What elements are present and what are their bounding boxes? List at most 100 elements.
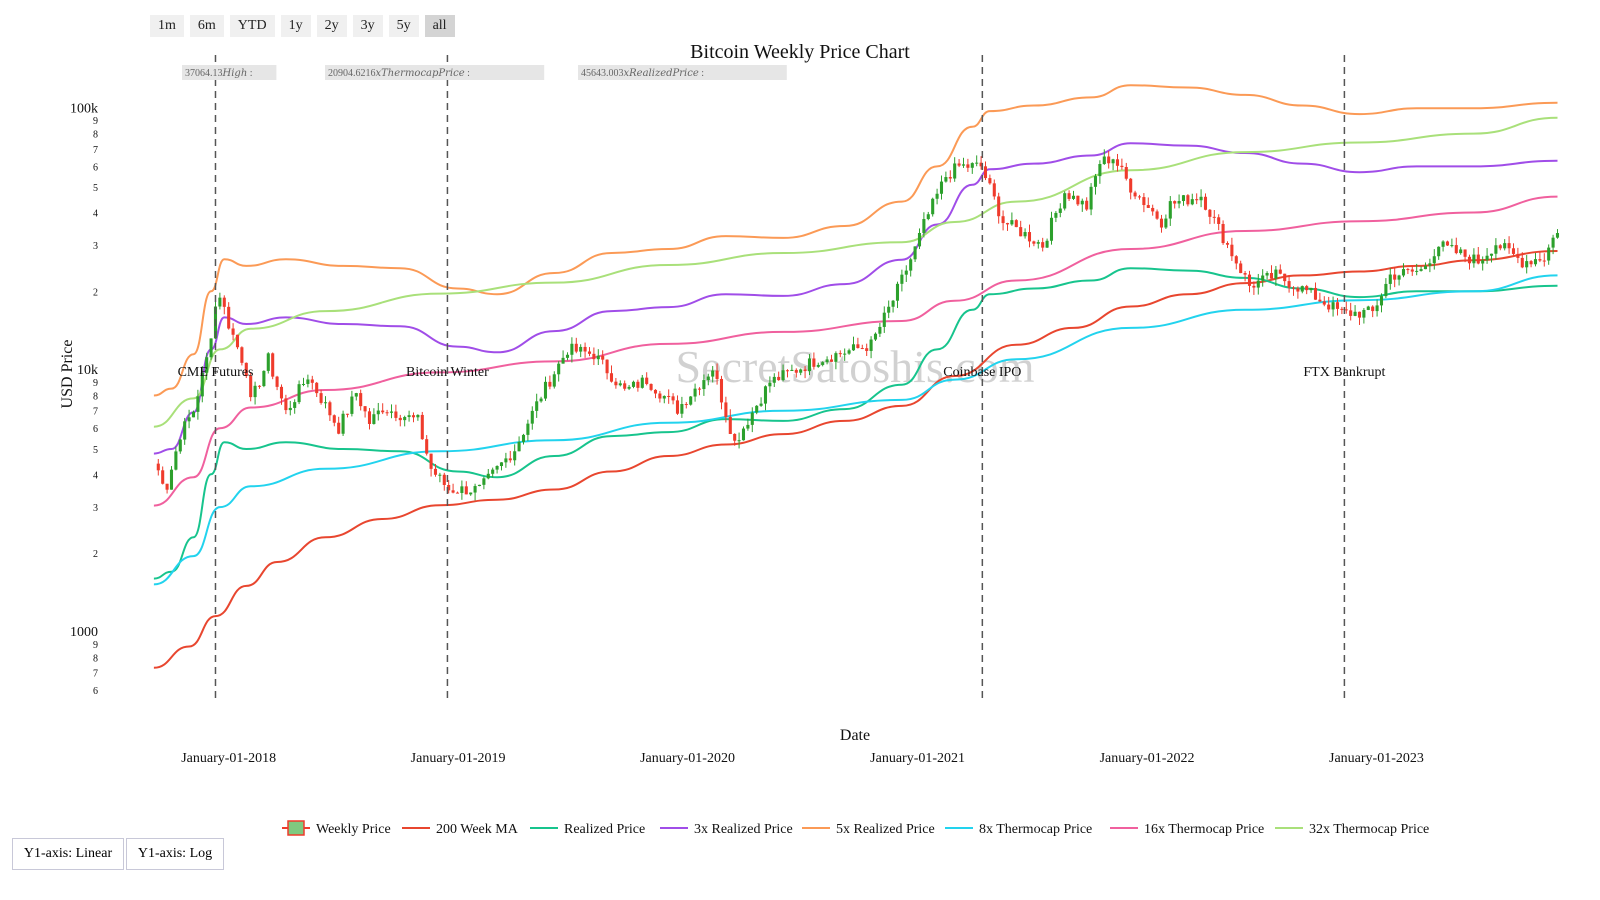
legend-item-32x-thermocap-price[interactable]: 32x Thermocap Price <box>1275 822 1429 837</box>
candle <box>1063 191 1067 211</box>
candle <box>1498 244 1502 251</box>
candle <box>1357 311 1362 325</box>
candle <box>1551 234 1555 255</box>
candle <box>1274 265 1278 286</box>
candle <box>486 469 490 480</box>
candle <box>337 416 341 435</box>
candle <box>517 436 521 452</box>
candle <box>900 269 904 292</box>
candle <box>306 374 310 388</box>
series-line-8x-thermocap-price <box>153 274 1558 586</box>
candle <box>1393 267 1397 288</box>
candle <box>1463 249 1467 263</box>
candle <box>288 400 292 416</box>
range-6m-button[interactable]: 6m <box>189 15 224 37</box>
candle <box>491 467 495 478</box>
range-1m-button[interactable]: 1m <box>150 15 184 37</box>
watermark-text: SecretSatoshis.com <box>676 341 1035 392</box>
candle <box>1085 197 1089 211</box>
y-tick-label: 9 <box>93 378 98 389</box>
candle <box>1437 246 1441 260</box>
candle <box>1309 287 1313 293</box>
legend-item-realized-price[interactable]: Realized Price <box>530 822 645 837</box>
candle <box>310 375 314 390</box>
x-axis-title: Date <box>840 727 870 744</box>
hover-label-thermocap: 20904.6216𝑥𝑇ℎ𝑒𝑟𝑚𝑜𝑐𝑎𝑝𝑃𝑟𝑖𝑐𝑒 : <box>325 65 545 80</box>
candle <box>266 352 270 374</box>
candle <box>583 342 587 358</box>
candle <box>1520 252 1524 269</box>
candle <box>1542 253 1546 267</box>
range-3y-button[interactable]: 3y <box>352 15 383 37</box>
legend-item-3x-realized-price[interactable]: 3x Realized Price <box>660 822 793 837</box>
candle <box>1032 240 1036 247</box>
x-tick-label: January-01-2019 <box>411 751 506 766</box>
candle <box>530 406 534 430</box>
legend-item-8x-thermocap-price[interactable]: 8x Thermocap Price <box>945 822 1092 837</box>
candle <box>1129 177 1133 200</box>
candle <box>975 155 979 167</box>
candle <box>772 373 776 387</box>
candle <box>614 377 618 389</box>
x-tick-label: January-01-2023 <box>1329 751 1424 766</box>
candle <box>372 408 376 425</box>
candle <box>196 389 200 420</box>
legend-item-16x-thermocap-price[interactable]: 16x Thermocap Price <box>1110 822 1264 837</box>
legend-item-weekly-price[interactable]: Weekly Price <box>282 820 391 837</box>
candle <box>1190 193 1194 206</box>
candle <box>447 480 451 494</box>
svg-text:8x Thermocap Price: 8x Thermocap Price <box>979 822 1092 837</box>
y-tick-label: 5 <box>93 445 98 456</box>
svg-text:3x Realized Price: 3x Realized Price <box>694 822 793 837</box>
candle <box>389 404 394 419</box>
candle <box>1098 160 1102 184</box>
y-tick-label: 7 <box>93 669 98 680</box>
candle <box>169 466 174 490</box>
candle <box>420 411 424 440</box>
candle <box>1212 209 1216 224</box>
legend-item-5x-realized-price[interactable]: 5x Realized Price <box>802 822 935 837</box>
candle <box>376 402 380 421</box>
candle <box>653 389 658 399</box>
range-all-button[interactable]: all <box>424 15 455 37</box>
candle <box>1071 190 1076 201</box>
candle <box>882 306 886 333</box>
candle <box>464 481 468 495</box>
series-line-5x-realized-price <box>153 84 1558 397</box>
legend-item-200-week-ma[interactable]: 200 Week MA <box>402 822 519 837</box>
candle <box>1239 260 1243 274</box>
candle <box>508 450 512 463</box>
candle <box>165 483 169 494</box>
candle <box>570 337 574 363</box>
range-ytd-button[interactable]: YTD <box>229 15 275 37</box>
range-5y-button[interactable]: 5y <box>388 15 419 37</box>
y-tick-label: 9 <box>93 640 98 651</box>
hover-label-realized: 45643.003𝑥𝑅𝑒𝑎𝑙𝑖𝑧𝑒𝑑𝑃𝑟𝑖𝑐𝑒 : <box>578 65 787 80</box>
y-tick-label: 6 <box>93 162 98 173</box>
y-axis-log-button[interactable]: Y1-axis: Log <box>126 838 224 870</box>
candle <box>1225 241 1230 249</box>
candle <box>350 390 354 417</box>
candle <box>161 466 165 485</box>
candle <box>1019 220 1023 237</box>
candle <box>222 295 226 315</box>
candle <box>667 389 671 404</box>
range-1y-button[interactable]: 1y <box>280 15 311 37</box>
series-line-200-week-ma <box>153 250 1558 669</box>
candle <box>403 415 407 427</box>
series-line-32x-thermocap-price <box>153 116 1558 428</box>
candle <box>178 438 182 454</box>
candle <box>433 463 438 477</box>
candle <box>961 157 966 168</box>
y-axis-linear-button[interactable]: Y1-axis: Linear <box>12 838 124 870</box>
candle <box>398 414 402 427</box>
range-2y-button[interactable]: 2y <box>316 15 347 37</box>
candle <box>605 359 609 380</box>
candle <box>697 387 702 396</box>
candle <box>979 156 983 170</box>
candle <box>1327 296 1331 313</box>
candle <box>834 351 838 370</box>
candle <box>1371 305 1375 318</box>
candle <box>768 376 772 393</box>
candle <box>724 396 728 423</box>
